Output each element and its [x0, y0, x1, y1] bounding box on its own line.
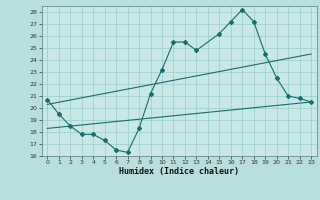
X-axis label: Humidex (Indice chaleur): Humidex (Indice chaleur) [119, 167, 239, 176]
